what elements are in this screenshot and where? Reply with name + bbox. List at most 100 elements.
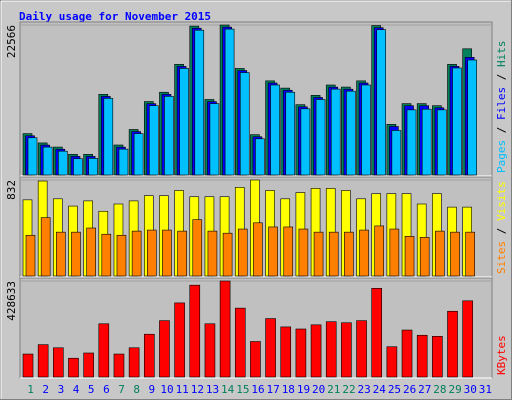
bar	[374, 225, 385, 277]
bar	[255, 138, 265, 176]
bar	[25, 234, 36, 277]
legend-entry: KBytes	[495, 335, 508, 375]
bar	[177, 230, 187, 277]
bar	[253, 222, 263, 277]
bar	[452, 67, 462, 176]
bar	[42, 146, 53, 176]
legend: Sites / Visits	[495, 181, 508, 274]
bar	[465, 231, 475, 277]
bar	[118, 148, 129, 176]
bar	[346, 90, 356, 176]
bar	[103, 98, 114, 176]
x-tick-label: 21	[327, 383, 340, 396]
x-tick-label: 22	[342, 383, 355, 396]
x-tick-label: 30	[464, 383, 477, 396]
bar	[401, 329, 413, 378]
x-tick-label: 16	[251, 383, 264, 396]
bar	[386, 346, 398, 378]
bar	[315, 99, 326, 176]
bar	[419, 237, 430, 277]
legend-entry: Pages	[495, 140, 508, 173]
bar	[467, 59, 477, 176]
x-tick-label: 14	[221, 383, 235, 396]
x-tick-label: 26	[403, 383, 416, 396]
bar	[164, 96, 174, 176]
x-tick-label: 17	[267, 383, 280, 396]
bar	[268, 226, 278, 277]
x-tick-label: 18	[282, 383, 295, 396]
x-tick-label: 31	[479, 383, 492, 396]
bar	[159, 320, 170, 378]
bar	[88, 158, 98, 176]
bar	[330, 88, 341, 176]
x-tick-label: 9	[149, 383, 156, 396]
chart-title: Daily usage for November 2015	[19, 10, 211, 23]
bar	[389, 228, 400, 277]
bar	[300, 108, 311, 176]
bar	[148, 105, 159, 176]
y-tick-label: 22566	[5, 25, 18, 58]
legend-separator: /	[495, 67, 508, 87]
bar	[143, 333, 155, 378]
bar	[174, 302, 185, 378]
x-tick-label: 19	[297, 383, 310, 396]
x-tick-label: 13	[206, 383, 219, 396]
bar	[101, 233, 112, 277]
legend-separator: /	[495, 221, 508, 241]
x-tick-label: 8	[133, 383, 140, 396]
bar	[280, 326, 292, 378]
x-tick-label: 28	[433, 383, 446, 396]
bar	[450, 231, 460, 277]
bar	[194, 29, 205, 176]
bar	[391, 130, 402, 176]
bar	[298, 228, 309, 277]
legend-entry: Sites	[495, 241, 508, 274]
x-tick-label: 29	[448, 383, 461, 396]
x-tick-label: 7	[118, 383, 125, 396]
legend: KBytes	[495, 335, 508, 375]
x-tick-label: 23	[358, 383, 371, 396]
bar	[37, 344, 49, 378]
x-tick-label: 5	[88, 383, 95, 396]
x-tick-label: 4	[73, 383, 80, 396]
bar	[224, 28, 235, 176]
bar	[56, 231, 66, 277]
bar	[432, 336, 443, 378]
bar	[270, 84, 280, 176]
bar	[22, 353, 34, 378]
bar	[204, 323, 216, 378]
bar	[328, 231, 339, 277]
bar	[285, 91, 296, 176]
bar	[179, 68, 189, 176]
bar	[356, 320, 367, 378]
x-tick-label: 11	[176, 383, 189, 396]
x-tick-label: 12	[191, 383, 204, 396]
bar	[133, 133, 144, 176]
bar	[189, 284, 201, 378]
bar	[325, 321, 337, 378]
bar	[237, 228, 248, 277]
bar	[359, 229, 369, 277]
y-tick-label: 428633	[5, 281, 18, 321]
legend-entry: Files	[495, 87, 508, 120]
x-tick-label: 24	[373, 383, 387, 396]
x-tick-label: 2	[42, 383, 49, 396]
bar	[376, 29, 387, 176]
legend-entry: Hits	[495, 41, 508, 68]
bar	[344, 231, 354, 277]
bar	[116, 234, 127, 277]
legend-separator: /	[495, 120, 508, 140]
bar	[27, 137, 38, 176]
bar	[53, 347, 64, 378]
bar	[361, 84, 371, 176]
bar	[295, 328, 307, 378]
bar	[265, 318, 276, 378]
bar	[86, 227, 96, 277]
bar	[146, 229, 157, 277]
bar	[162, 229, 172, 277]
x-tick-label: 20	[312, 383, 325, 396]
bar	[113, 353, 125, 378]
bar	[209, 103, 220, 176]
